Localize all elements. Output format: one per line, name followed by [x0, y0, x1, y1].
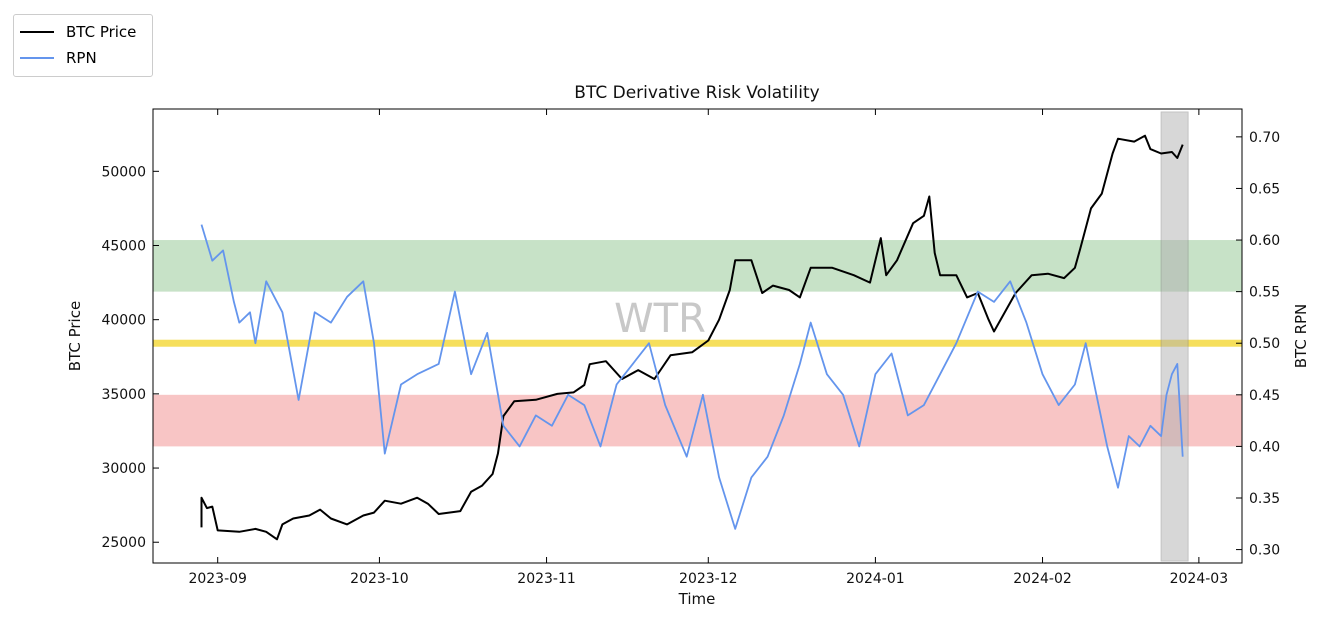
legend-swatch-btc	[20, 31, 54, 33]
x-tick-label: 2023-09	[188, 571, 247, 587]
y-right-tick-label: 0.55	[1249, 285, 1280, 301]
x-tick-label: 2024-01	[846, 571, 905, 587]
legend: BTC Price RPN	[13, 14, 153, 77]
legend-item-btc: BTC Price	[20, 23, 136, 41]
x-tick-label: 2024-02	[1013, 571, 1072, 587]
y-tick-label: 50000	[101, 164, 146, 180]
y-axis-label: BTC Price	[66, 301, 84, 371]
band-red	[153, 394, 1242, 447]
legend-label-rpn: RPN	[66, 49, 97, 67]
band-green	[153, 240, 1242, 292]
y-right-tick-label: 0.70	[1249, 130, 1280, 146]
y-right-tick-label: 0.30	[1249, 543, 1280, 559]
y-tick-label: 45000	[101, 238, 146, 254]
x-tick-label: 2023-10	[350, 571, 409, 587]
x-tick-label: 2023-12	[679, 571, 738, 587]
chart-title: BTC Derivative Risk Volatility	[574, 83, 819, 103]
legend-item-rpn: RPN	[20, 49, 97, 67]
y-axis-right-label: BTC RPN	[1292, 304, 1310, 369]
watermark: WTR	[614, 296, 706, 342]
rpn-line	[200, 224, 1184, 530]
band-yellow	[153, 339, 1242, 347]
y-right-tick-label: 0.40	[1249, 439, 1280, 455]
y-tick-label: 40000	[101, 313, 146, 329]
y-right-tick-label: 0.45	[1249, 388, 1280, 404]
y-right-tick-label: 0.65	[1249, 181, 1280, 197]
y-right-tick-label: 0.50	[1249, 336, 1280, 352]
y-tick-label: 35000	[101, 387, 146, 403]
y-tick-label: 30000	[101, 461, 146, 477]
legend-label-btc: BTC Price	[66, 23, 137, 41]
x-axis-label: Time	[678, 590, 716, 608]
highlight-region	[1160, 111, 1189, 562]
legend-swatch-rpn	[20, 57, 54, 59]
y-right-tick-label: 0.60	[1249, 233, 1280, 249]
y-tick-label: 25000	[101, 535, 146, 551]
btc-price-line	[200, 134, 1184, 541]
x-tick-label: 2023-11	[517, 571, 576, 587]
x-tick-label: 2024-03	[1170, 571, 1229, 587]
plot-frame	[152, 108, 1243, 564]
y-right-tick-label: 0.35	[1249, 491, 1280, 507]
